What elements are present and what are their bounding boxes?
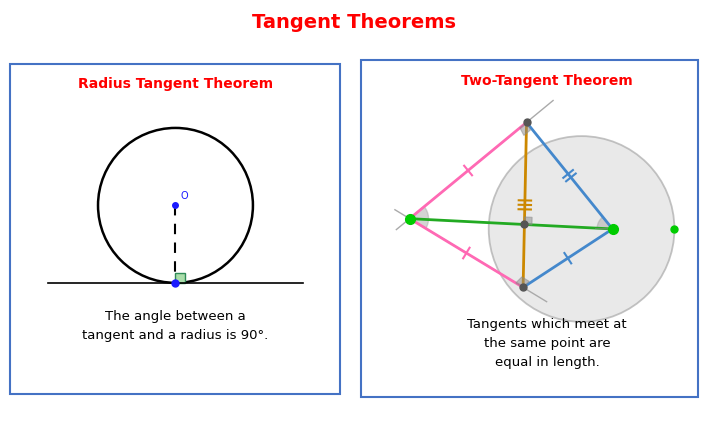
Wedge shape [410,206,428,229]
Text: Radius Tangent Theorem: Radius Tangent Theorem [78,77,273,92]
Wedge shape [597,217,613,229]
Polygon shape [515,277,529,287]
FancyBboxPatch shape [176,273,185,283]
FancyBboxPatch shape [362,60,698,397]
FancyBboxPatch shape [11,64,340,394]
Text: Two-Tangent Theorem: Two-Tangent Theorem [462,74,633,88]
Circle shape [489,136,674,322]
Polygon shape [520,122,530,136]
Text: Tangents which meet at
the same point are
equal in length.: Tangents which meet at the same point ar… [467,318,627,369]
Text: O: O [181,191,188,200]
Text: The angle between a
tangent and a radius is 90°.: The angle between a tangent and a radius… [82,310,269,342]
Text: Tangent Theorems: Tangent Theorems [252,13,457,32]
Polygon shape [525,217,532,225]
